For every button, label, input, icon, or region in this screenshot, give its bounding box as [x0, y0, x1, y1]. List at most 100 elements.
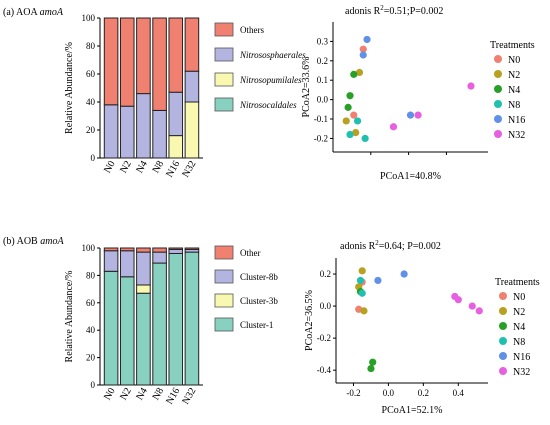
scatter-point: [467, 82, 475, 90]
legend-swatch: [214, 245, 234, 260]
bar-segment: [136, 292, 151, 386]
bar-segment: [168, 91, 184, 137]
scatter-point: [361, 134, 369, 143]
bar-segment: [103, 270, 119, 386]
x-tick-label: 0.0: [383, 388, 395, 398]
scatter-point: [358, 289, 366, 297]
y-tick-label: 40: [86, 325, 96, 335]
panel-a-label: (a) AOA amoA: [3, 7, 64, 18]
x-tick-label: 0.2: [418, 388, 429, 398]
legend-marker: [499, 292, 507, 300]
scatter-point: [468, 302, 476, 310]
scatter-point: [369, 358, 377, 366]
bar-segment: [136, 247, 151, 253]
pcoa-b-title: adonis R2=0.64; P=0.002: [340, 239, 441, 252]
y-tick-label: -0.4: [317, 365, 332, 375]
x-tick-label: N32: [180, 159, 198, 179]
y-axis-label: PCoA2=33.6%: [301, 57, 312, 118]
legend-marker: [499, 337, 507, 345]
legend-label: N4: [513, 322, 525, 333]
legend-marker: [494, 115, 502, 123]
bar-segment: [168, 248, 184, 254]
scatter-point: [350, 111, 358, 119]
bar-segment: [103, 104, 119, 159]
y-tick-label: 0.0: [320, 301, 332, 311]
bar-segment: [168, 17, 184, 93]
bar-segment: [119, 105, 135, 159]
y-tick-label: -0.1: [314, 114, 328, 124]
panel-b-label: (b) AOB amoA: [3, 236, 64, 247]
legend-title: Treatments: [495, 277, 540, 288]
x-tick-label: -0.2: [346, 388, 360, 398]
legend-label: N8: [513, 337, 525, 348]
x-tick-label: 0.4: [453, 388, 465, 398]
legend-swatch: [214, 317, 234, 332]
scatter-point: [400, 270, 408, 278]
legend-marker: [494, 85, 502, 93]
x-tick-label: N0: [102, 386, 118, 402]
bar-segment: [103, 247, 119, 252]
bar-segment: [168, 252, 184, 386]
scatter-point: [475, 307, 483, 315]
y-tick-label: -0.2: [317, 333, 331, 343]
y-tick-label: 0.2: [317, 56, 328, 66]
x-tick-label: N2: [118, 159, 134, 175]
bar-segment: [184, 17, 200, 72]
bar-segment: [119, 276, 135, 386]
bar-segment: [184, 101, 200, 159]
legend-label: Other: [240, 248, 261, 258]
scatter-point: [363, 35, 371, 44]
y-axis-label: Relative Abundance/%: [64, 42, 75, 134]
y-tick-label: 100: [82, 243, 96, 253]
legend-marker: [499, 352, 507, 360]
legend-label: Nitrosopumilales: [239, 75, 302, 85]
pcoa-a-title: adonis R2=0.51;P=0.002: [345, 4, 443, 17]
legend-marker: [499, 367, 507, 375]
x-tick-label: N4: [134, 386, 150, 402]
scatter-point: [406, 111, 415, 119]
scatter-point: [367, 364, 375, 373]
stacked-bar-chart-b: 0 20 40 60 80 100 Relative Abundance/% N0 N2 N4 N8…: [64, 243, 278, 406]
y-tick-label: 40: [86, 97, 96, 107]
legend-swatch: [214, 293, 234, 308]
x-tick-label: N16: [164, 159, 182, 179]
bar-segment: [152, 247, 167, 253]
scatter-point: [342, 117, 350, 125]
legend-swatch: [214, 269, 234, 284]
y-tick-label: 0: [91, 380, 96, 390]
y-tick-label: -0.2: [314, 133, 328, 143]
legend-marker: [494, 70, 502, 78]
legend-marker: [499, 307, 507, 315]
legend-label: N16: [513, 352, 530, 363]
x-tick-label: N8: [151, 386, 167, 402]
legend-swatch: [214, 72, 234, 87]
scatter-point: [353, 117, 362, 125]
y-tick-label: 100: [82, 13, 96, 23]
scatter-point: [356, 276, 365, 285]
x-tick-label: N16: [164, 386, 182, 406]
legend-swatch: [214, 47, 234, 62]
pcoa-scatter-b: -0.4 -0.2 0.0 0.2 -0.2 0.0 0.2 0.4 PCoA1=52.1% PC…: [304, 258, 540, 416]
bar-segment: [184, 251, 200, 386]
scatter-point: [359, 51, 367, 59]
legend-label: N8: [508, 100, 520, 111]
x-tick-label: N0: [102, 159, 118, 175]
y-tick-label: 0.1: [317, 75, 328, 85]
x-tick-label: N8: [151, 159, 167, 175]
legend-marker: [499, 322, 507, 330]
bar-segment: [119, 250, 135, 278]
scatter-point: [414, 111, 422, 119]
bar-segment: [168, 135, 184, 159]
scatter-point: [344, 103, 352, 111]
y-tick-label: 60: [86, 69, 96, 79]
bar-segment: [103, 250, 119, 272]
legend-label: Others: [240, 25, 264, 35]
y-axis-label: Relative Abundance/%: [64, 271, 75, 363]
scatter-point: [389, 123, 398, 131]
legend-label: Cluster-1: [240, 320, 273, 330]
y-tick-label: 0.2: [320, 269, 331, 279]
y-tick-label: 80: [86, 41, 96, 51]
y-tick-label: 20: [86, 353, 96, 363]
x-tick-label: N4: [134, 159, 150, 175]
bar-segment: [184, 247, 200, 250]
